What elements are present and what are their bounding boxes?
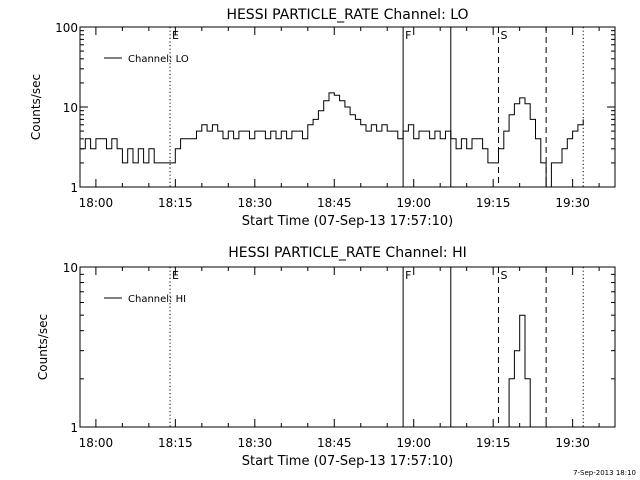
event-marker-label: F	[405, 29, 411, 42]
legend-label: Channel: LO	[128, 54, 189, 65]
event-marker-label: S	[500, 29, 507, 42]
x-axis-label: Start Time (07-Sep-13 17:57:10)	[242, 214, 453, 229]
y-tick-label: 1	[70, 181, 78, 195]
x-tick-label: 18:45	[317, 436, 352, 450]
series-line	[80, 92, 584, 188]
chart-title: HESSI PARTICLE_RATE Channel: LO	[226, 7, 468, 23]
y-tick-label: 100	[55, 21, 78, 35]
y-tick-label: 10	[63, 261, 78, 275]
x-tick-label: 19:15	[476, 196, 511, 210]
x-tick-label: 19:00	[396, 196, 431, 210]
x-tick-label: 18:00	[79, 196, 114, 210]
series-line	[508, 314, 531, 427]
event-marker-label: E	[172, 29, 179, 42]
chart-panel-lo: HESSI PARTICLE_RATE Channel: LO 18:00 18:1…	[29, 7, 616, 229]
x-tick-label: 18:15	[158, 436, 193, 450]
event-marker-label: E	[172, 269, 179, 282]
chart-title: HESSI PARTICLE_RATE Channel: HI	[228, 245, 466, 261]
x-tick-label: 19:15	[476, 436, 511, 450]
x-tick-label: 18:30	[238, 436, 273, 450]
x-tick-label: 19:30	[555, 196, 590, 210]
x-tick-label: 18:15	[158, 196, 193, 210]
x-tick-label: 18:45	[317, 196, 352, 210]
y-tick-label: 10	[63, 101, 78, 115]
x-tick-label: 18:00	[79, 436, 114, 450]
chart-panel-hi: HESSI PARTICLE_RATE Channel: HI 18:00 18:1…	[36, 245, 616, 469]
event-marker-label: F	[405, 269, 411, 282]
date-stamp: 7-Sep-2013 18:10	[573, 469, 636, 477]
x-tick-label: 19:30	[555, 436, 590, 450]
event-marker-label: S	[500, 269, 507, 282]
x-axis-label: Start Time (07-Sep-13 17:57:10)	[242, 454, 453, 469]
y-axis-label: Counts/sec	[29, 74, 43, 140]
y-axis-label: Counts/sec	[36, 314, 50, 380]
x-tick-label: 19:00	[396, 436, 431, 450]
plot-frame	[79, 266, 616, 428]
legend-label: Channel: HI	[128, 294, 186, 305]
y-tick-label: 1	[70, 421, 78, 435]
x-tick-label: 18:30	[238, 196, 273, 210]
